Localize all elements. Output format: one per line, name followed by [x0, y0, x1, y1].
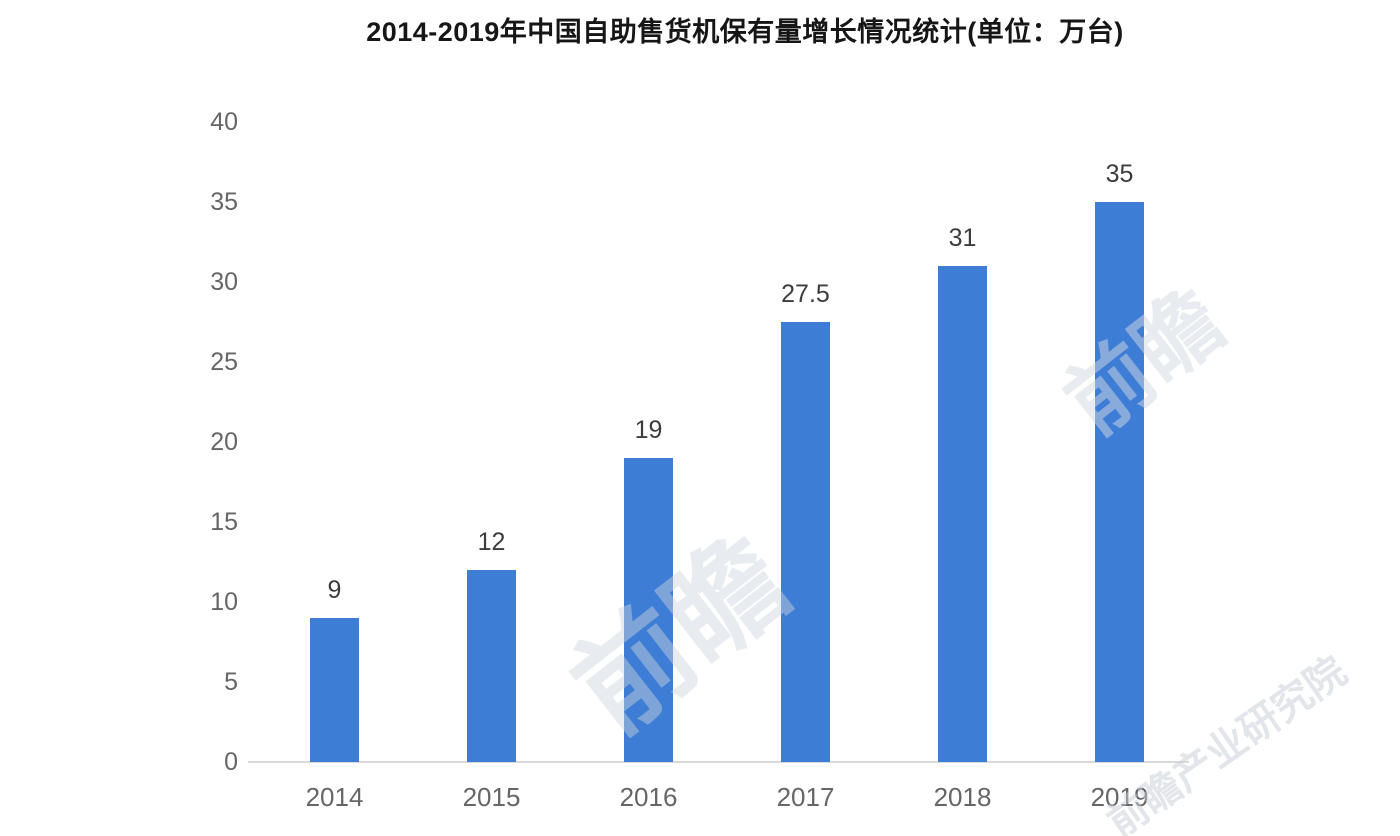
data-label-2018: 31 — [948, 224, 977, 252]
y-axis-tick-label: 35 — [210, 188, 238, 216]
watermark-text: 前瞻 — [551, 514, 812, 758]
x-axis-label-2014: 2014 — [305, 782, 364, 812]
y-axis-tick-label: 5 — [224, 668, 238, 696]
data-label-2016: 19 — [634, 416, 663, 444]
bar-2016 — [624, 458, 673, 762]
bar-2018 — [938, 266, 987, 762]
y-axis-tick-label: 15 — [210, 508, 238, 536]
x-axis-label-2017: 2017 — [776, 782, 835, 812]
x-axis-label-2015: 2015 — [462, 782, 521, 812]
y-axis-tick-label: 30 — [210, 268, 238, 296]
data-label-2014: 9 — [327, 576, 342, 604]
chart-title: 2014-2019年中国自助售货机保有量增长情况统计(单位：万台) — [366, 17, 1124, 47]
x-axis-line — [248, 761, 1189, 763]
bar-2015 — [467, 570, 516, 762]
y-axis-tick-label: 0 — [224, 748, 238, 776]
x-axis-label-2019: 2019 — [1090, 782, 1149, 812]
y-axis-tick-label: 25 — [210, 348, 238, 376]
bar-2019 — [1095, 202, 1144, 762]
y-axis-tick-label: 40 — [210, 108, 238, 136]
bar-2014 — [310, 618, 359, 762]
x-axis-label-2018: 2018 — [933, 782, 992, 812]
y-axis-tick-label: 10 — [210, 588, 238, 616]
y-axis-tick-label: 20 — [210, 428, 238, 456]
data-label-2015: 12 — [477, 528, 506, 556]
x-axis-label-2016: 2016 — [619, 782, 678, 812]
data-label-2017: 27.5 — [781, 280, 830, 308]
data-label-2019: 35 — [1105, 160, 1134, 188]
bar-2017 — [781, 322, 830, 762]
